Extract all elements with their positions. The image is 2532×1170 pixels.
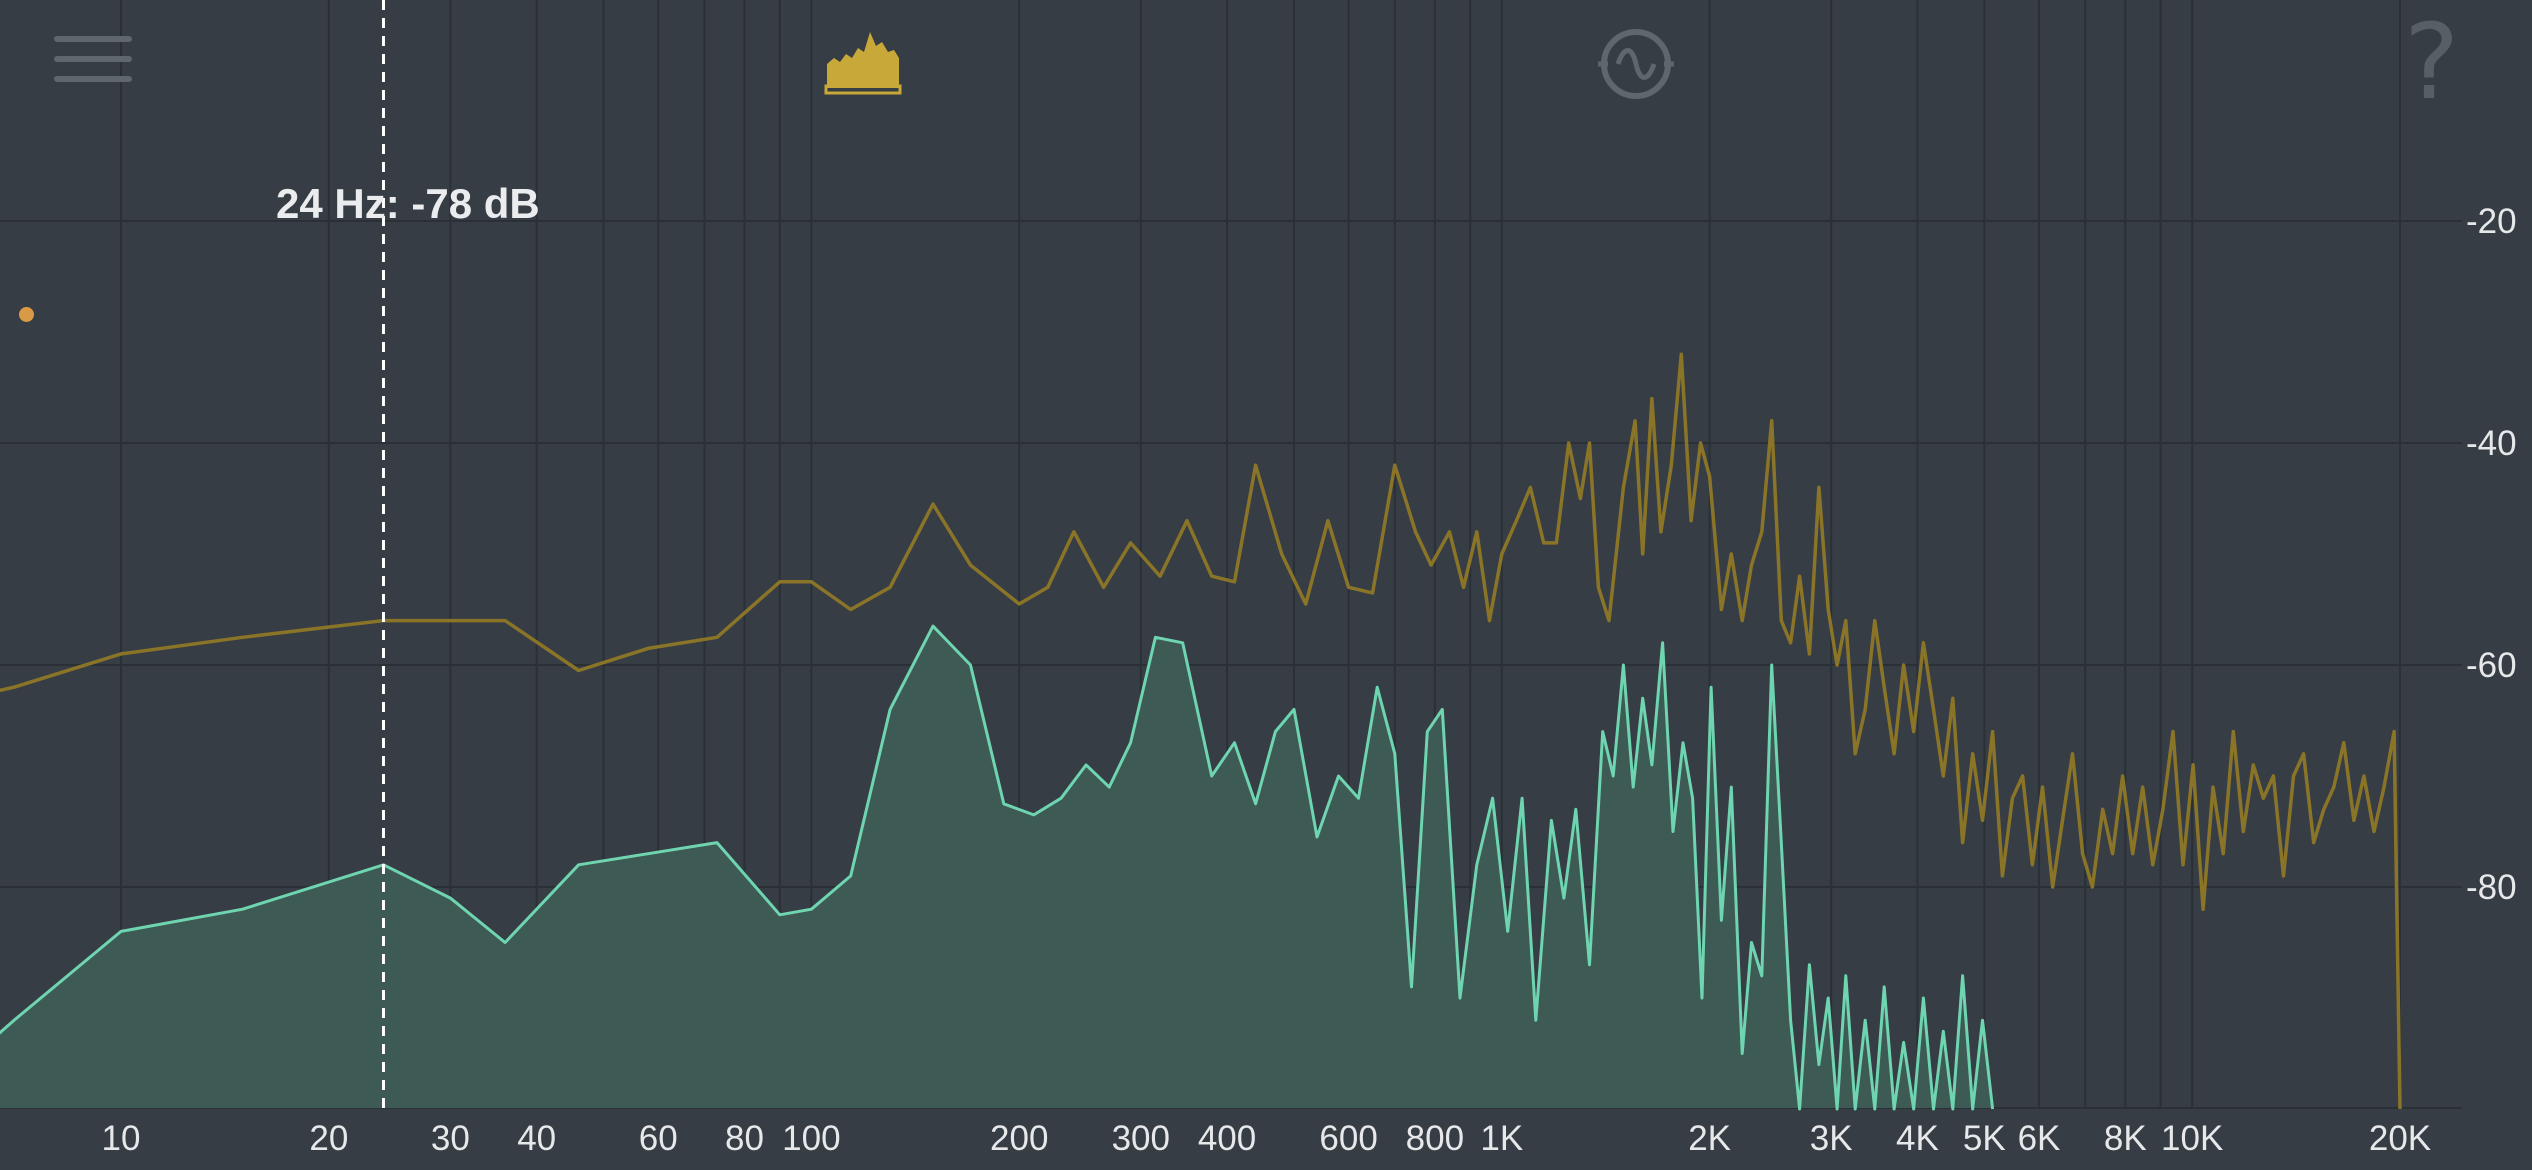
x-axis-ticks: 10 20 30 40 60 80 100 200 300 400 600 800 1K 2K 3K 4K 5K… — [102, 1119, 2432, 1158]
spectrum-view-glyph — [824, 32, 902, 95]
x-tick-label: 100 — [782, 1119, 840, 1158]
y-tick-label: -20 — [2466, 202, 2517, 241]
x-tick-label: 3K — [1810, 1119, 1853, 1158]
x-tick-label: 400 — [1198, 1119, 1256, 1158]
help-icon[interactable]: ? — [2404, 1, 2476, 123]
help-glyph: ? — [2404, 1, 2460, 123]
menu-bar — [54, 36, 132, 42]
cursor-readout: 24 Hz: -78 dB — [276, 180, 540, 227]
x-tick-label: 30 — [431, 1119, 470, 1158]
x-tick-label: 5K — [1963, 1119, 2006, 1158]
peak-hold-line — [0, 352, 2402, 1110]
y-tick-label: -80 — [2466, 868, 2517, 907]
live-spectrum-fill — [0, 626, 1993, 1108]
x-tick-label: 60 — [639, 1119, 678, 1158]
y-axis-strip — [2462, 0, 2532, 1170]
menu-bar — [54, 76, 132, 82]
x-tick-label: 200 — [990, 1119, 1048, 1158]
x-tick-label: 4K — [1896, 1119, 1939, 1158]
plot-area — [0, 352, 2402, 1111]
x-tick-label: 20 — [309, 1119, 348, 1158]
waveform-circle-icon[interactable] — [1596, 24, 1676, 104]
live-spectrum-line — [0, 624, 1995, 1111]
x-tick-label: 800 — [1406, 1119, 1464, 1158]
x-tick-label: 8K — [2104, 1119, 2147, 1158]
level-marker-dot — [19, 307, 34, 322]
x-tick-label: 6K — [2018, 1119, 2061, 1158]
menu-bar — [54, 56, 132, 62]
x-tick-label: 10 — [102, 1119, 141, 1158]
x-tick-label: 20K — [2369, 1119, 2431, 1158]
x-tick-label: 80 — [725, 1119, 764, 1158]
y-axis-ticks: -20 -40 -60 -80 — [2466, 202, 2517, 907]
waveform-glyph — [1598, 29, 1674, 99]
hamburger-menu-icon[interactable] — [54, 36, 132, 96]
y-tick-label: -40 — [2466, 424, 2517, 463]
y-tick-label: -60 — [2466, 646, 2517, 685]
x-tick-label: 2K — [1688, 1119, 1731, 1158]
x-tick-label: 600 — [1319, 1119, 1377, 1158]
spectrum-view-icon[interactable] — [824, 28, 902, 98]
x-tick-label: 40 — [517, 1119, 556, 1158]
x-tick-label: 300 — [1112, 1119, 1170, 1158]
x-tick-label: 10K — [2161, 1119, 2223, 1158]
x-tick-label: 1K — [1480, 1119, 1523, 1158]
